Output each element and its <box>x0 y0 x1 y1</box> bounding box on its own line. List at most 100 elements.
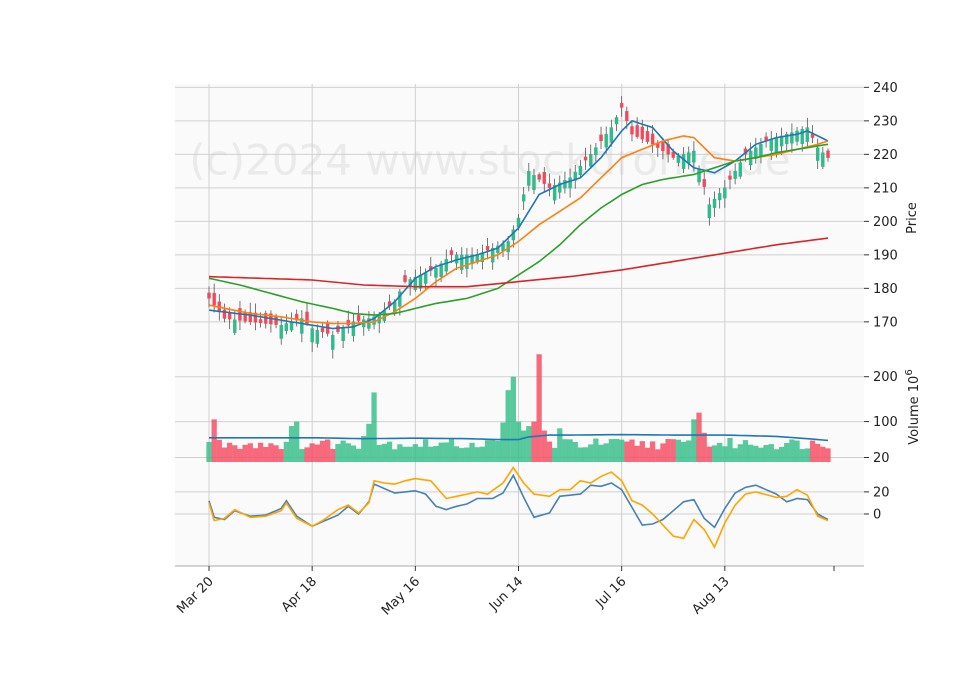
volume-y-tick-label: 100 <box>873 415 898 430</box>
candle-body <box>465 254 469 269</box>
candle-body <box>207 292 211 299</box>
volume-bar <box>361 435 367 462</box>
candle-body <box>439 263 443 277</box>
volume-bar <box>417 446 424 462</box>
volume-bar <box>820 446 826 462</box>
volume-bar <box>211 419 217 462</box>
candle-body <box>434 268 438 278</box>
candle-body <box>274 316 278 325</box>
volume-bar <box>288 426 295 462</box>
candle-body <box>774 137 779 153</box>
candle-body <box>315 330 320 344</box>
candle-body <box>785 134 789 145</box>
volume-bar <box>717 442 723 462</box>
candle-body <box>583 156 588 161</box>
oscillator-y-tick-label: 0 <box>873 508 881 523</box>
x-tick-label: Jul 16 <box>592 574 629 611</box>
price-y-tick-label: 170 <box>873 315 898 330</box>
candle-body <box>614 117 619 125</box>
candle-body <box>702 179 706 187</box>
moving-average-line <box>208 135 829 325</box>
oscillator-line <box>208 466 829 549</box>
volume-bar <box>825 448 831 462</box>
volume-bar <box>784 443 790 462</box>
oscillator-y-tick-label: 20 <box>873 485 890 500</box>
candle-body <box>805 127 810 142</box>
volume-bar <box>459 448 465 462</box>
volume-bar <box>593 438 599 462</box>
candle-body <box>650 133 655 145</box>
price-y-tick-label: 240 <box>873 81 898 96</box>
volume-bar <box>407 446 413 462</box>
candle-body <box>712 198 717 208</box>
volume-bar <box>448 438 455 462</box>
volume-bar <box>257 442 264 462</box>
volume-y-tick-label: 200 <box>873 370 898 385</box>
candle-body <box>563 180 567 189</box>
candle-body <box>227 312 232 320</box>
candle-body <box>697 168 701 183</box>
volume-bar <box>206 441 212 462</box>
volume-bar <box>619 439 625 462</box>
volume-bar <box>221 447 228 462</box>
candle-body <box>681 154 686 169</box>
candle-body <box>661 142 665 152</box>
candle-body <box>233 319 237 333</box>
volume-bar <box>572 441 578 462</box>
volume-bar <box>350 445 357 462</box>
candle-body <box>738 162 743 177</box>
volume-bar <box>536 354 542 462</box>
volume-bar <box>294 421 300 462</box>
volume-bar <box>696 412 702 462</box>
candle-body <box>568 177 572 189</box>
candle-body <box>300 318 304 334</box>
volume-bar <box>335 443 341 462</box>
volume-bar <box>232 445 238 462</box>
moving-average-line <box>208 119 829 330</box>
candle-body <box>346 319 350 326</box>
candle-body <box>248 312 252 323</box>
candle-body <box>258 319 263 324</box>
volume-bar <box>603 443 609 462</box>
x-tick-label: Jun 14 <box>486 574 526 614</box>
volume-bar <box>227 442 233 462</box>
volume-bar <box>479 446 486 462</box>
volume-bar <box>588 444 594 462</box>
volume-bar <box>737 444 743 462</box>
volume-bar <box>675 439 682 462</box>
candle-body <box>532 175 536 190</box>
volume-bar <box>546 441 553 462</box>
candle-body <box>351 321 356 337</box>
x-tick-label: Aug 13 <box>689 574 732 617</box>
volume-bar <box>809 440 816 462</box>
volume-bar <box>392 449 398 462</box>
volume-bar <box>242 444 248 462</box>
volume-bar <box>490 440 496 462</box>
volume-bar <box>428 446 434 462</box>
volume-bar <box>402 446 408 462</box>
volume-bar <box>747 444 754 462</box>
volume-bar <box>495 440 501 462</box>
volume-bar <box>655 449 661 462</box>
volume-bar <box>371 392 377 462</box>
volume-bar <box>701 432 707 462</box>
x-tick-label: May 16 <box>379 574 423 618</box>
volume-bar <box>649 441 656 462</box>
volume-bar <box>345 443 351 462</box>
volume-bar <box>794 440 800 462</box>
candle-body <box>589 154 593 167</box>
x-tick-label: Mar 20 <box>174 574 217 617</box>
volume-bar <box>376 444 382 462</box>
candle-body <box>356 315 361 321</box>
volume-bar <box>577 447 584 462</box>
volume-bar <box>386 441 393 462</box>
volume-bar <box>299 449 305 462</box>
candle-body <box>630 126 634 135</box>
volume-bar <box>634 445 640 462</box>
candle-body <box>552 185 557 201</box>
volume-bar <box>397 444 403 462</box>
moving-average-line <box>208 143 829 316</box>
candle-body <box>212 292 216 306</box>
